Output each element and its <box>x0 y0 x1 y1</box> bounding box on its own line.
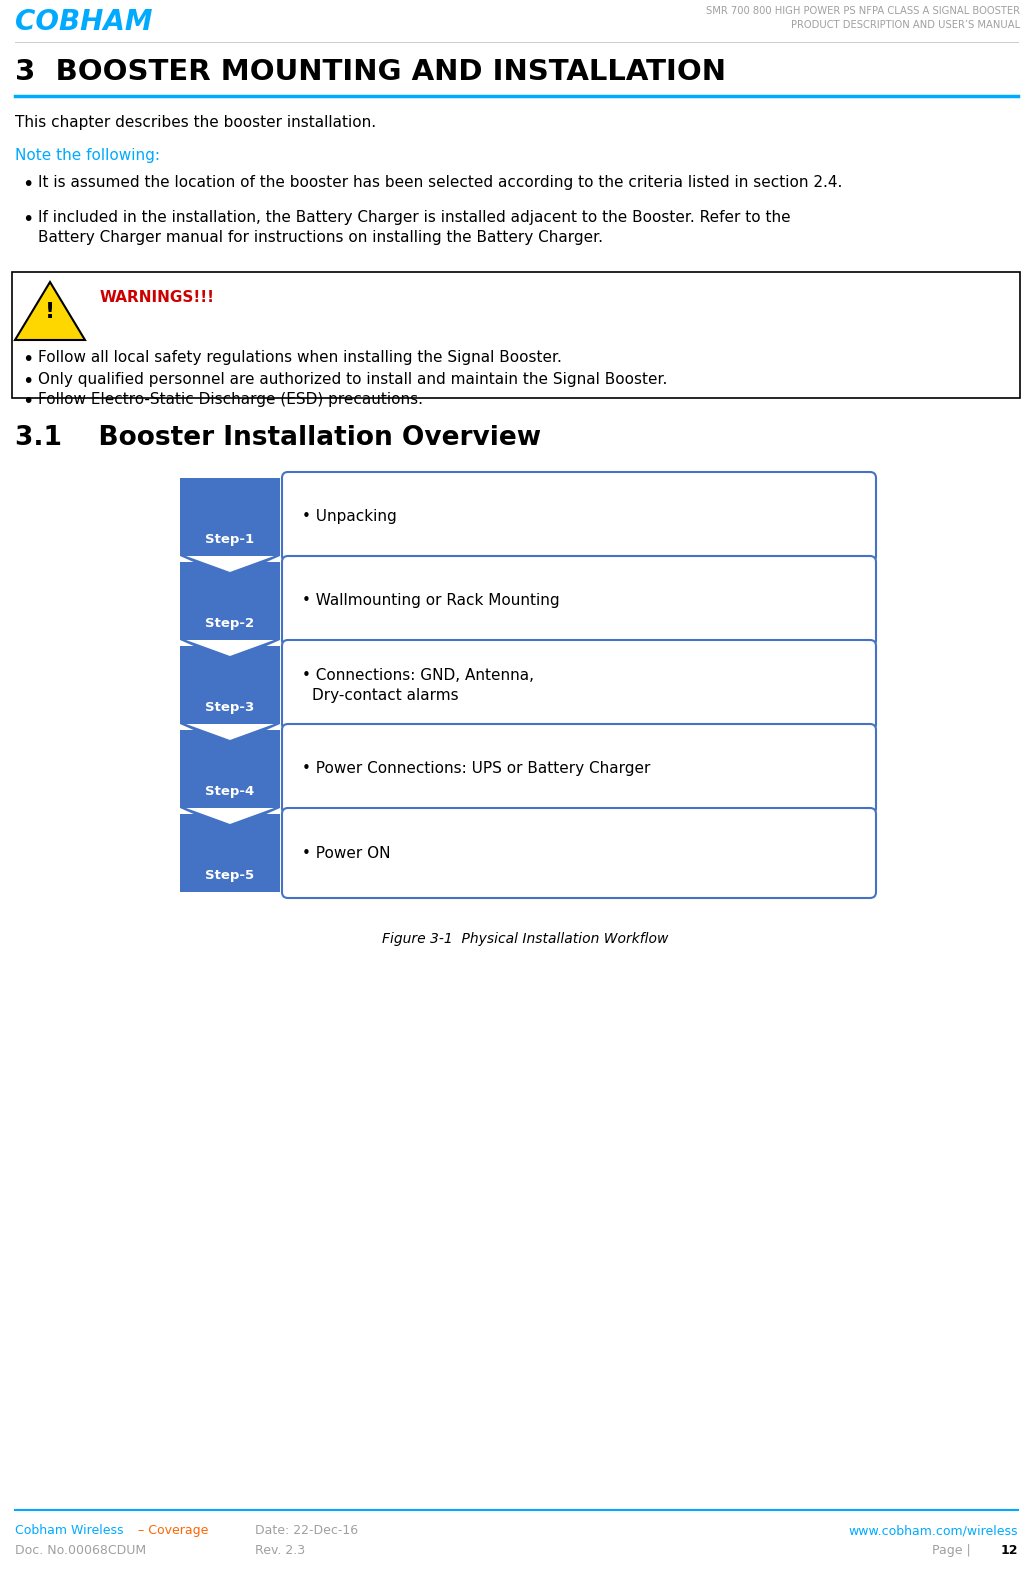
Text: Note the following:: Note the following: <box>15 148 160 163</box>
Polygon shape <box>186 556 274 571</box>
Text: 3.1    Booster Installation Overview: 3.1 Booster Installation Overview <box>15 425 541 451</box>
Polygon shape <box>186 724 274 739</box>
Text: Step-5: Step-5 <box>206 870 254 882</box>
Text: Step-2: Step-2 <box>206 617 254 631</box>
Text: 3  BOOSTER MOUNTING AND INSTALLATION: 3 BOOSTER MOUNTING AND INSTALLATION <box>15 58 726 86</box>
FancyBboxPatch shape <box>180 477 280 556</box>
Text: WARNINGS!!!: WARNINGS!!! <box>100 290 215 305</box>
Text: • Power ON: • Power ON <box>302 846 390 860</box>
FancyBboxPatch shape <box>180 813 280 892</box>
Text: Figure 3-1  Physical Installation Workflow: Figure 3-1 Physical Installation Workflo… <box>382 933 668 947</box>
Polygon shape <box>15 283 85 341</box>
FancyBboxPatch shape <box>180 645 280 724</box>
Text: Battery Charger manual for instructions on installing the Battery Charger.: Battery Charger manual for instructions … <box>38 229 603 245</box>
Polygon shape <box>180 809 280 831</box>
FancyBboxPatch shape <box>180 730 280 809</box>
Text: •: • <box>22 350 33 369</box>
Text: • Connections: GND, Antenna,: • Connections: GND, Antenna, <box>302 667 534 683</box>
Text: COBHAM: COBHAM <box>15 8 153 36</box>
Polygon shape <box>180 556 280 578</box>
Text: Step-1: Step-1 <box>206 534 254 546</box>
FancyBboxPatch shape <box>282 809 876 898</box>
Text: Follow all local safety regulations when installing the Signal Booster.: Follow all local safety regulations when… <box>38 350 562 364</box>
Text: Only qualified personnel are authorized to install and maintain the Signal Boost: Only qualified personnel are authorized … <box>38 372 667 386</box>
FancyBboxPatch shape <box>180 562 280 641</box>
Polygon shape <box>180 724 280 746</box>
Text: Step-4: Step-4 <box>206 785 254 799</box>
Text: Date: 22-Dec-16: Date: 22-Dec-16 <box>255 1524 358 1537</box>
Text: PRODUCT DESCRIPTION AND USER’S MANUAL: PRODUCT DESCRIPTION AND USER’S MANUAL <box>791 20 1020 30</box>
Text: SMR 700 800 HIGH POWER PS NFPA CLASS A SIGNAL BOOSTER: SMR 700 800 HIGH POWER PS NFPA CLASS A S… <box>706 6 1020 16</box>
Polygon shape <box>180 641 280 663</box>
Text: This chapter describes the booster installation.: This chapter describes the booster insta… <box>15 115 376 130</box>
Text: www.cobham.com/wireless: www.cobham.com/wireless <box>848 1524 1018 1537</box>
FancyBboxPatch shape <box>282 556 876 645</box>
Text: – Coverage: – Coverage <box>138 1524 209 1537</box>
Text: Page |: Page | <box>932 1543 975 1557</box>
Text: •: • <box>22 210 33 229</box>
Text: •: • <box>22 372 33 391</box>
Polygon shape <box>186 641 274 656</box>
FancyBboxPatch shape <box>282 724 876 813</box>
Polygon shape <box>186 809 274 824</box>
FancyBboxPatch shape <box>282 641 876 730</box>
Text: Step-3: Step-3 <box>206 702 254 714</box>
Text: Rev. 2.3: Rev. 2.3 <box>255 1543 305 1557</box>
Text: •: • <box>22 174 33 195</box>
Text: !: ! <box>45 301 55 322</box>
Text: Doc. No.00068CDUM: Doc. No.00068CDUM <box>15 1543 146 1557</box>
Text: 12: 12 <box>1001 1543 1018 1557</box>
FancyBboxPatch shape <box>282 473 876 562</box>
Text: It is assumed the location of the booster has been selected according to the cri: It is assumed the location of the booste… <box>38 174 842 190</box>
Text: • Wallmounting or Rack Mounting: • Wallmounting or Rack Mounting <box>302 593 560 609</box>
Text: Follow Electro-Static Discharge (ESD) precautions.: Follow Electro-Static Discharge (ESD) pr… <box>38 392 422 407</box>
Text: • Unpacking: • Unpacking <box>302 510 397 524</box>
FancyBboxPatch shape <box>12 272 1020 399</box>
Text: •: • <box>22 392 33 411</box>
Text: • Power Connections: UPS or Battery Charger: • Power Connections: UPS or Battery Char… <box>302 761 651 777</box>
Text: If included in the installation, the Battery Charger is installed adjacent to th: If included in the installation, the Bat… <box>38 210 790 225</box>
Text: Dry-contact alarms: Dry-contact alarms <box>312 688 459 703</box>
Text: Cobham Wireless: Cobham Wireless <box>15 1524 127 1537</box>
